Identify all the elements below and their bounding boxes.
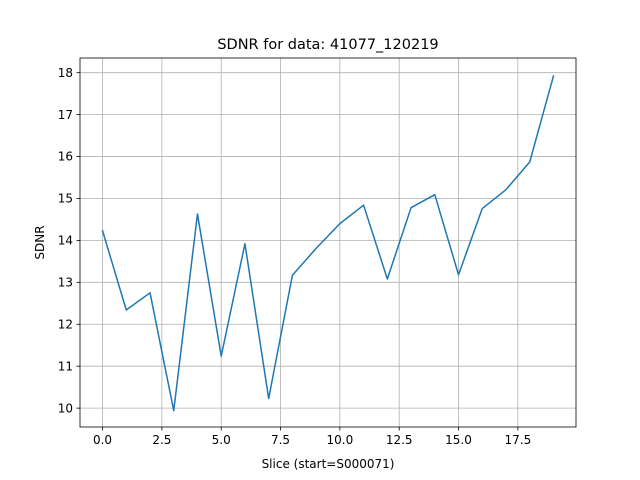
y-tick-label: 17 <box>58 108 73 122</box>
x-tick-label: 0.0 <box>93 433 112 447</box>
series-line <box>101 75 555 412</box>
y-tick-label: 16 <box>58 150 73 164</box>
y-tick-label: 15 <box>58 192 73 206</box>
y-tick-label: 10 <box>58 401 73 415</box>
x-tick-label: 5.0 <box>212 433 231 447</box>
y-tick-label: 11 <box>58 359 73 373</box>
x-tick-label: 12.5 <box>386 433 413 447</box>
x-axis-label: Slice (start=S000071) <box>262 457 395 471</box>
y-tick-label: 18 <box>58 66 73 80</box>
y-tick-label: 13 <box>58 276 73 290</box>
y-tick-label: 14 <box>58 234 73 248</box>
grid-lines <box>80 58 576 427</box>
x-tick-label: 2.5 <box>152 433 171 447</box>
x-tick-label: 17.5 <box>504 433 531 447</box>
axis-ticks: 0.0 2.5 5.0 7.5 10.0 12.5 15.0 17.5 10 11 12 13 14 15… <box>58 66 531 447</box>
plot-frame <box>79 57 577 428</box>
y-tick-label: 12 <box>58 317 73 331</box>
series-layer <box>101 75 555 412</box>
x-tick-label: 7.5 <box>271 433 290 447</box>
y-axis-label: SDNR <box>33 225 47 259</box>
x-tick-label: 10.0 <box>327 433 354 447</box>
chart-title: SDNR for data: 41077_120219 <box>217 37 438 53</box>
x-tick-label: 15.0 <box>445 433 472 447</box>
